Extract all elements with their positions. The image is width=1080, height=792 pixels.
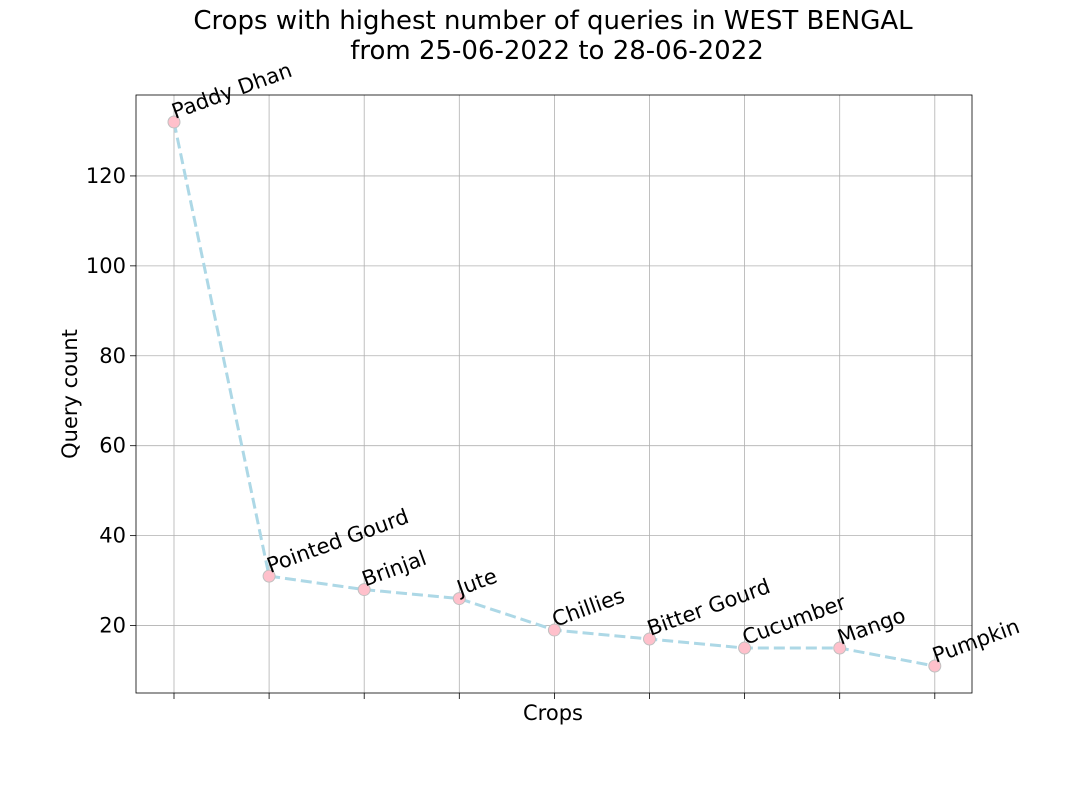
data-point — [738, 641, 752, 655]
y-tick-label: 20 — [99, 614, 126, 638]
data-point — [452, 592, 466, 606]
y-tick-label: 100 — [86, 254, 126, 278]
data-point — [167, 115, 181, 129]
data-point — [833, 641, 847, 655]
y-tick-label: 120 — [86, 164, 126, 188]
point-label: Brinjal — [359, 546, 430, 591]
data-point — [928, 659, 942, 673]
chart-title-line1: Crops with highest number of queries in … — [193, 6, 913, 36]
data-point — [357, 583, 371, 597]
chart-title-line2: from 25-06-2022 to 28-06-2022 — [350, 36, 764, 66]
data-point — [643, 632, 656, 646]
markers — [167, 115, 942, 673]
point-label: Paddy Dhan — [169, 58, 296, 124]
data-point — [262, 569, 276, 583]
y-ticks: 20 40 60 80 100 120 — [86, 164, 136, 638]
y-tick-label: 80 — [99, 344, 126, 368]
x-ticks — [173, 693, 936, 699]
y-axis-label: Query count — [58, 329, 82, 459]
point-label: Chillies — [549, 583, 628, 631]
grid — [136, 95, 972, 693]
y-tick-label: 60 — [99, 434, 126, 458]
point-label: Pumpkin — [929, 614, 1022, 668]
x-axis-label: Crops — [523, 701, 583, 725]
y-tick-label: 40 — [99, 524, 126, 548]
data-point — [547, 623, 561, 637]
plot-frame — [135, 94, 973, 694]
